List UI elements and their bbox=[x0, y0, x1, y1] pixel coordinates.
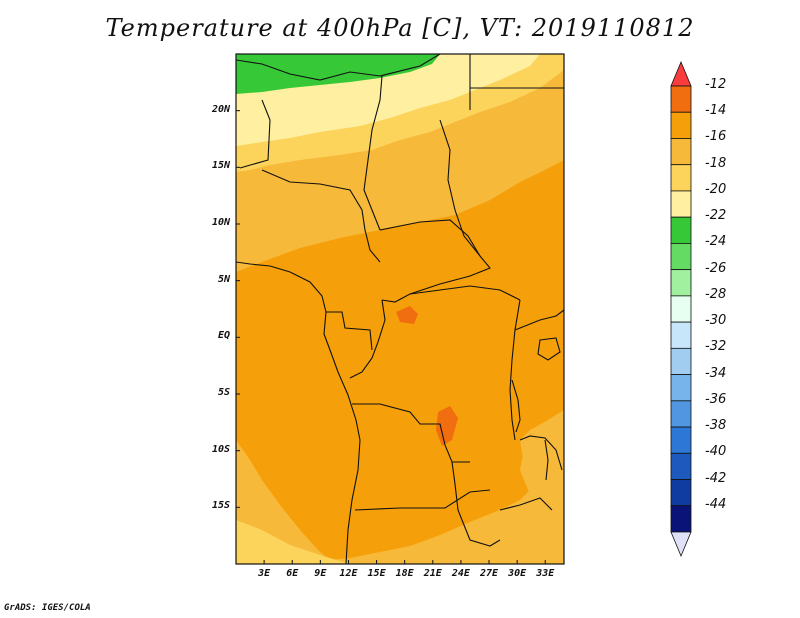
colorbar-bin bbox=[670, 111, 692, 139]
grads-credit: GrADS: IGES/COLA bbox=[4, 603, 91, 613]
colorbar-bin bbox=[670, 216, 692, 244]
border-sudan-ss bbox=[439, 119, 481, 257]
contour-fill-12-a bbox=[396, 306, 418, 324]
lon-tick-label: 21E bbox=[423, 568, 442, 579]
lake-victoria bbox=[537, 337, 561, 361]
lake-malawi bbox=[544, 439, 549, 481]
lake-tanganyika bbox=[511, 379, 521, 433]
border-zambia bbox=[451, 461, 501, 547]
colorbar-bin bbox=[670, 60, 692, 87]
lat-tick-label: 15N bbox=[211, 160, 230, 172]
contour-fill-14 bbox=[236, 160, 564, 560]
colorbar-label: -36 bbox=[705, 391, 727, 407]
map-frame bbox=[235, 53, 565, 565]
lon-tick-label: 27E bbox=[479, 568, 499, 579]
colorbar-bin bbox=[670, 400, 692, 428]
colorbar-label: -16 bbox=[705, 129, 727, 145]
lat-tick-label: 10S bbox=[211, 443, 230, 455]
colorbar-label: -18 bbox=[705, 155, 727, 171]
colorbar-bin bbox=[670, 295, 692, 323]
chart-title: Temperature at 400hPa [C], VT: 201911081… bbox=[105, 14, 695, 42]
colorbar-label: -22 bbox=[705, 208, 727, 224]
lat-tick-label: 5S bbox=[217, 387, 230, 398]
border-angola-drc bbox=[352, 403, 470, 463]
lon-tick-label: 6E bbox=[286, 568, 299, 579]
lon-tick-label: 30E bbox=[508, 568, 527, 579]
border-drc-east bbox=[509, 299, 521, 441]
border-congo bbox=[326, 311, 373, 351]
border-car bbox=[379, 219, 491, 303]
colorbar-label: -12 bbox=[705, 77, 727, 92]
border-malawi bbox=[519, 435, 563, 471]
border-chad-east bbox=[363, 75, 383, 231]
colorbar-bin bbox=[670, 452, 692, 480]
contour-fill-16-se bbox=[520, 420, 564, 500]
lon-tick-label: 12E bbox=[339, 568, 358, 579]
colorbar-label: -20 bbox=[705, 181, 727, 197]
colorbar-label: -30 bbox=[705, 313, 727, 329]
colorbar-bin bbox=[670, 426, 692, 454]
colorbar-bin bbox=[670, 269, 692, 297]
colorbar bbox=[670, 60, 692, 558]
country-borders bbox=[236, 54, 564, 564]
border-drc-north bbox=[409, 285, 521, 301]
west-coastline bbox=[236, 261, 361, 564]
lon-tick-label: 24E bbox=[451, 568, 470, 579]
border-niger-chad bbox=[239, 99, 271, 169]
lon-tick-label: 18E bbox=[395, 568, 414, 579]
border-nigeria bbox=[261, 169, 381, 263]
border-drc-west bbox=[349, 299, 386, 379]
colorbar-bin bbox=[670, 347, 692, 375]
colorbar-bin bbox=[670, 243, 692, 271]
colorbar-label: -28 bbox=[705, 286, 727, 302]
border-mozambique bbox=[499, 497, 553, 511]
colorbar-label: -14 bbox=[705, 103, 727, 119]
colorbar-label: -44 bbox=[705, 496, 727, 512]
colorbar-bin bbox=[670, 505, 692, 533]
border-east bbox=[514, 309, 564, 331]
border-north bbox=[236, 54, 441, 81]
colorbar-label: -42 bbox=[705, 470, 727, 486]
colorbar-bin bbox=[670, 164, 692, 192]
axis-tickmarks bbox=[236, 110, 546, 564]
colorbar-bin bbox=[670, 531, 692, 558]
colorbar-bin bbox=[670, 190, 692, 218]
colorbar-bin bbox=[670, 85, 692, 113]
colorbar-bin bbox=[670, 321, 692, 349]
lat-tick-label: 10N bbox=[211, 217, 230, 228]
colorbar-bin bbox=[670, 374, 692, 402]
lon-tick-label: 15E bbox=[367, 568, 386, 579]
colorbar-label: -32 bbox=[705, 339, 727, 355]
lat-tick-label: EQ bbox=[217, 330, 230, 342]
border-angola-south bbox=[354, 489, 491, 511]
lon-tick-label: 3E bbox=[258, 568, 271, 579]
lat-tick-label: 20N bbox=[211, 103, 230, 115]
colorbar-label: -24 bbox=[705, 234, 727, 250]
contour-fill-12-b bbox=[436, 406, 458, 446]
colorbar-bin bbox=[670, 138, 692, 166]
colorbar-bin bbox=[670, 479, 692, 507]
lat-tick-label: 15S bbox=[211, 500, 230, 512]
lat-tick-label: 5N bbox=[217, 273, 230, 285]
lon-tick-label: 9E bbox=[314, 568, 327, 579]
colorbar-label: -26 bbox=[705, 260, 727, 276]
contour-fill-24 bbox=[236, 54, 440, 94]
colorbar-label: -40 bbox=[705, 444, 727, 460]
filled-contours bbox=[236, 54, 564, 564]
colorbar-label: -34 bbox=[705, 365, 727, 381]
contour-fill-18-sw bbox=[236, 520, 350, 564]
colorbar-label: -38 bbox=[705, 418, 727, 434]
lon-tick-label: 33E bbox=[536, 568, 555, 579]
